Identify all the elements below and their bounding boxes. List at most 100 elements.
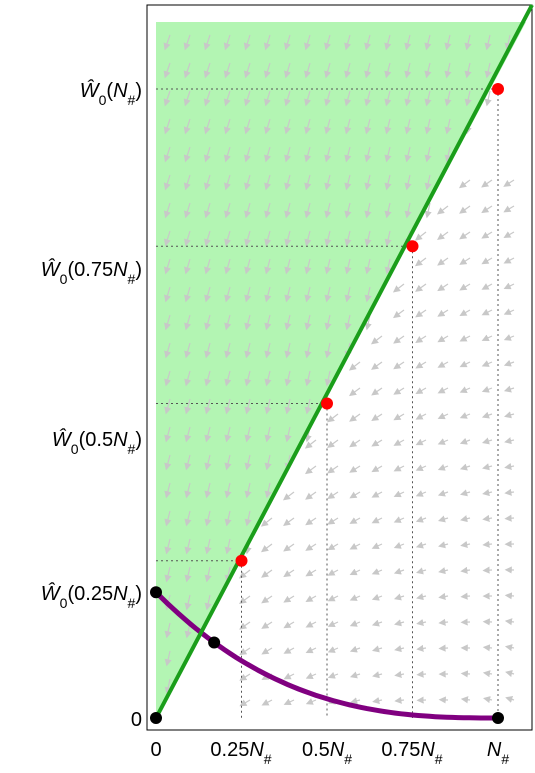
stream-arrow [239, 647, 251, 656]
stream-arrow [324, 314, 332, 331]
stream-arrow [394, 619, 405, 627]
stream-arrow [444, 90, 452, 107]
stream-arrow [224, 398, 232, 415]
stream-arrow [459, 283, 471, 291]
stream-arrow [224, 370, 232, 387]
stream-arrow [244, 174, 252, 191]
stream-arrow [284, 314, 292, 331]
stream-arrow [384, 230, 392, 247]
stream-arrow [263, 34, 271, 51]
stream-arrow [349, 620, 361, 627]
stream-arrow [504, 644, 515, 652]
stream-arrow [437, 438, 449, 445]
stream-arrow [460, 515, 471, 523]
stream-arrow [264, 398, 272, 415]
stream-arrow [344, 62, 352, 79]
stream-arrow [264, 146, 272, 163]
stream-arrow [264, 174, 272, 191]
stream-arrow [184, 370, 192, 387]
stream-arrow [344, 258, 352, 275]
stream-arrow [223, 90, 231, 107]
stream-arrow [415, 464, 427, 471]
stream-arrow [415, 361, 427, 369]
y-tick-label: Ŵ0(0.5N#) [52, 428, 142, 457]
stream-arrow [284, 342, 292, 359]
stream-arrow [324, 258, 332, 275]
stream-arrow [404, 202, 412, 219]
stream-arrow [164, 342, 172, 359]
stream-arrow [327, 594, 339, 602]
stream-arrow [482, 489, 493, 497]
stream-arrow [464, 90, 472, 107]
stream-arrow [349, 645, 361, 653]
stream-arrow [244, 146, 251, 163]
stream-arrow [324, 34, 332, 51]
stream-arrow [223, 146, 231, 163]
stream-arrow [393, 516, 405, 523]
stream-arrow [261, 647, 273, 655]
stream-arrow [393, 567, 405, 575]
stream-arrow [204, 454, 212, 471]
stream-arrow [264, 342, 272, 359]
stream-arrow [305, 672, 317, 679]
stream-arrow [284, 258, 292, 275]
stream-arrow [384, 146, 392, 163]
stream-arrow [393, 593, 405, 601]
stream-arrow [371, 491, 383, 498]
stream-arrow [304, 398, 312, 415]
stream-arrow [244, 454, 252, 471]
stream-arrow [393, 387, 405, 395]
stream-arrow [349, 439, 361, 448]
stream-arrow [349, 568, 361, 576]
stream-arrow [183, 230, 191, 247]
stream-arrow [503, 334, 515, 341]
stream-arrow [459, 334, 471, 342]
stream-arrow [504, 437, 515, 445]
stream-arrow [437, 412, 449, 420]
stream-arrow [244, 342, 252, 359]
stream-arrow [437, 489, 449, 497]
stream-arrow [505, 670, 515, 678]
stream-arrow [327, 543, 339, 551]
stream-arrow [444, 118, 452, 135]
stream-arrow [183, 118, 191, 135]
stream-arrow [504, 618, 515, 626]
stream-arrow [393, 439, 405, 446]
x-tick-label: 0.5N# [302, 739, 352, 767]
stream-arrow [503, 179, 515, 187]
stream-arrow [504, 411, 515, 419]
stream-arrow [264, 258, 272, 275]
stream-arrow [163, 90, 171, 107]
stream-arrow [261, 595, 273, 604]
stream-arrow [415, 309, 427, 318]
stream-arrow [384, 258, 392, 275]
stream-arrow [327, 439, 339, 448]
stream-arrow [327, 620, 339, 628]
stream-arrow [283, 698, 295, 706]
stream-arrow [460, 566, 471, 574]
black-point [150, 712, 162, 724]
stream-arrow [204, 566, 212, 583]
stream-arrow [324, 174, 332, 191]
stream-arrow [224, 510, 232, 527]
stream-arrow [481, 334, 493, 342]
stream-arrow [244, 482, 252, 499]
stream-arrow [304, 90, 312, 107]
stream-arrow [371, 568, 383, 575]
stream-arrow [243, 118, 251, 135]
stream-arrow [344, 230, 352, 247]
stream-arrow [264, 286, 272, 303]
stream-arrow [438, 592, 449, 600]
stream-arrow [204, 258, 212, 275]
stream-arrow [459, 437, 471, 445]
stream-arrow [164, 426, 172, 443]
stream-arrow [364, 146, 372, 163]
stream-arrow [464, 62, 472, 79]
stream-arrow [164, 566, 172, 583]
stream-arrow [204, 594, 212, 611]
boundary-line [154, 4, 534, 719]
stream-arrow [327, 465, 339, 474]
stream-arrow [371, 413, 383, 421]
stream-arrow [204, 286, 212, 303]
